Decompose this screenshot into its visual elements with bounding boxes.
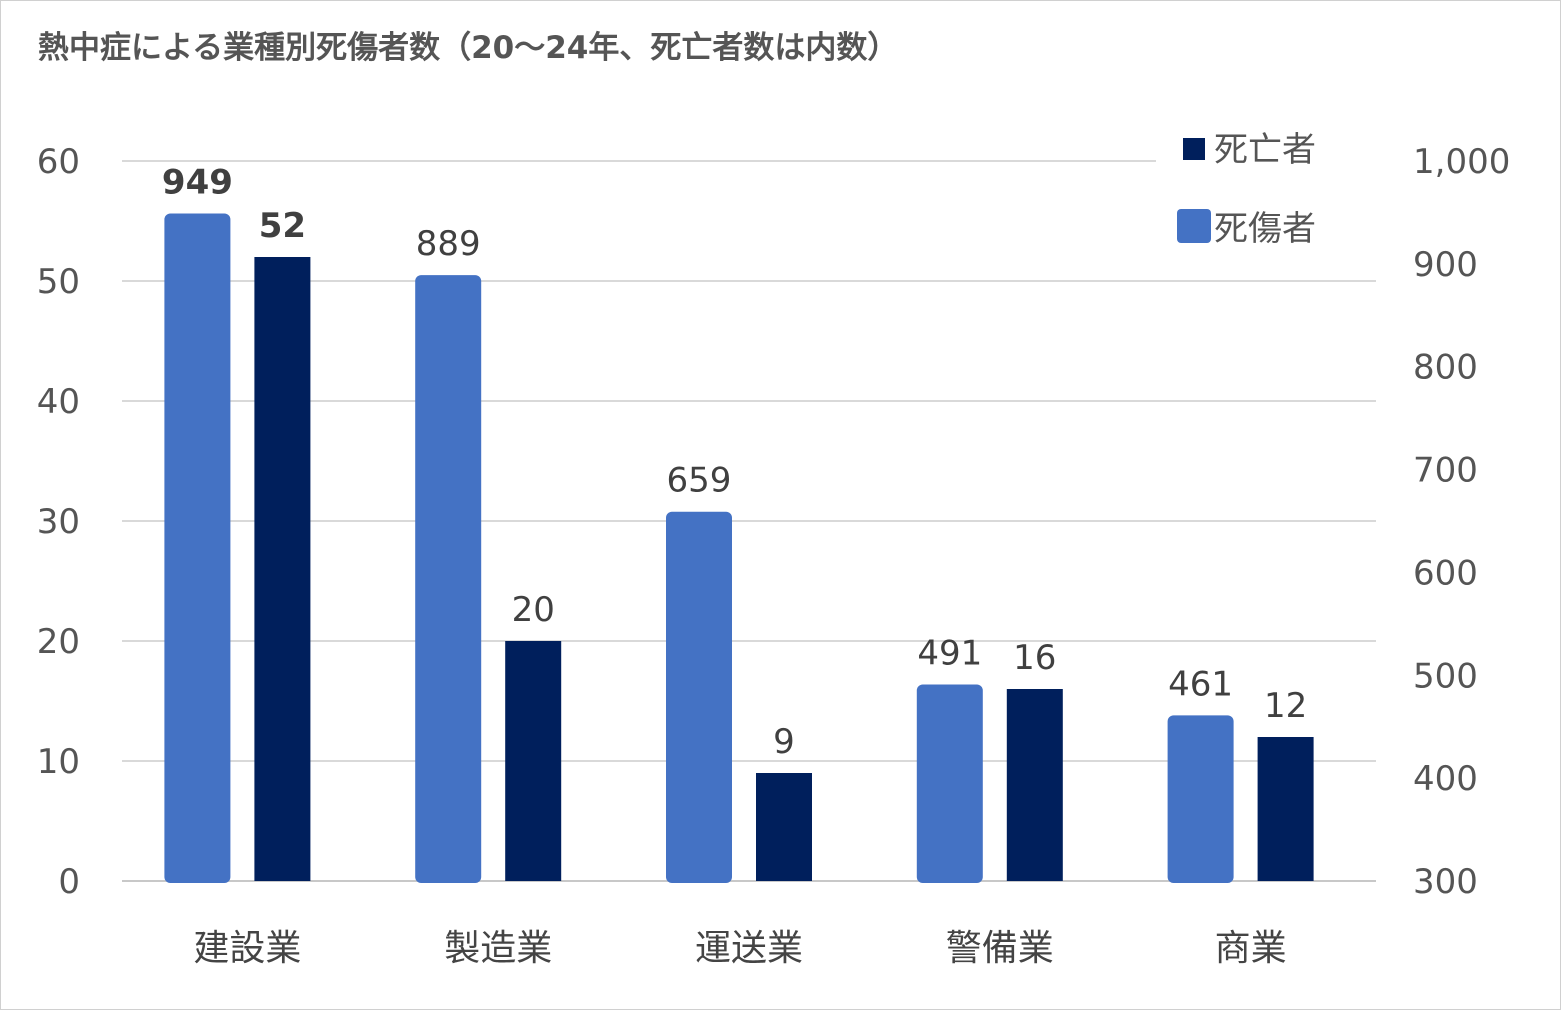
- left-axis-tick-label: 50: [37, 262, 80, 302]
- right-axis-tick-label: 300: [1413, 862, 1478, 902]
- right-axis-tick-label: 600: [1413, 553, 1478, 593]
- left-axis-tick-label: 40: [37, 382, 80, 422]
- right-axis-tick-label: 800: [1413, 348, 1478, 388]
- bars: [164, 213, 1314, 884]
- data-labels: 949 52 889 20 659 9 491 16 461 12: [162, 162, 1307, 762]
- data-label-deaths: 9: [773, 722, 795, 762]
- data-label-deaths: 20: [512, 590, 555, 630]
- legend: 死亡者 死傷者: [1156, 125, 1380, 275]
- data-label-injured: 889: [416, 224, 481, 264]
- category-label: 製造業: [444, 928, 552, 969]
- category-label: 運送業: [695, 928, 803, 969]
- legend-label-injured: 死傷者: [1214, 209, 1316, 249]
- left-axis-tick-label: 30: [37, 502, 80, 542]
- legend-label-deaths: 死亡者: [1214, 130, 1316, 170]
- left-axis-tick-label: 20: [37, 622, 80, 662]
- data-label-injured: 461: [1168, 664, 1233, 704]
- category-label: 警備業: [946, 928, 1054, 969]
- data-label-deaths: 12: [1264, 686, 1307, 726]
- bar-injured: [1167, 715, 1234, 883]
- category-label: 商業: [1215, 928, 1287, 969]
- bar-deaths: [254, 257, 311, 881]
- bar-injured: [164, 213, 231, 883]
- bar-injured: [916, 684, 983, 883]
- bar-injured: [666, 511, 732, 883]
- data-label-deaths: 16: [1013, 638, 1056, 678]
- bar-deaths: [756, 773, 812, 881]
- data-label-deaths: 52: [259, 206, 306, 246]
- category-labels: 建設業 製造業 運送業 警備業 商業: [193, 928, 1286, 969]
- left-axis-tick-label: 60: [37, 142, 80, 182]
- right-axis-tick-label: 500: [1413, 656, 1478, 696]
- bar-deaths: [1257, 737, 1314, 881]
- bar-injured: [415, 275, 482, 884]
- bar-deaths: [505, 641, 562, 881]
- right-axis-tick-label: 400: [1413, 759, 1478, 799]
- right-axis-tick-label: 900: [1413, 245, 1478, 285]
- bar-deaths: [1006, 689, 1063, 881]
- legend-swatch-injured: [1177, 209, 1211, 243]
- right-axis-tick-label: 700: [1413, 451, 1478, 491]
- right-axis-ticks: 300 400 500 600 700 800 900 1,000: [1413, 142, 1510, 902]
- left-axis-tick-label: 10: [37, 742, 80, 782]
- gridlines: [122, 160, 1376, 882]
- category-label: 建設業: [193, 928, 301, 969]
- data-label-injured: 491: [917, 634, 982, 674]
- left-axis-tick-label: 0: [58, 862, 80, 902]
- data-label-injured: 659: [667, 461, 732, 501]
- legend-swatch-deaths: [1183, 138, 1205, 160]
- chart-title: 熱中症による業種別死傷者数（20〜24年、死亡者数は内数）: [38, 30, 899, 66]
- data-label-injured: 949: [162, 162, 233, 202]
- left-axis-ticks: 0 10 20 30 40 50 60: [37, 142, 80, 902]
- right-axis-tick-label: 1,000: [1413, 142, 1510, 182]
